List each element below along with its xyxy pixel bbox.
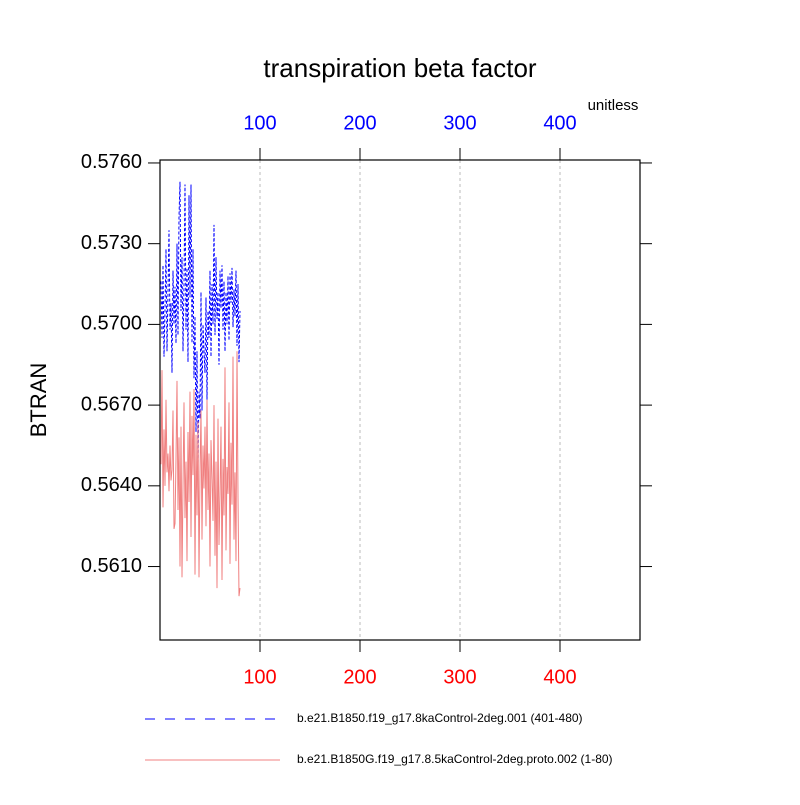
- legend-label: b.e21.B1850.f19_g17.8kaControl-2deg.001 …: [297, 711, 583, 725]
- y-tick-label: 0.5670: [81, 393, 142, 415]
- series-line: [160, 181, 241, 465]
- legend-label: b.e21.B1850G.f19_g17.8.5kaControl-2deg.p…: [297, 752, 613, 766]
- y-tick-label: 0.5760: [81, 151, 142, 173]
- x2-tick-label: 200: [343, 112, 376, 134]
- x2-tick-label: 100: [243, 112, 276, 134]
- x2-tick-label: 300: [443, 112, 476, 134]
- y-tick-label: 0.5700: [81, 313, 142, 335]
- y-tick-label: 0.5640: [81, 474, 142, 496]
- x2-tick-label: 400: [543, 112, 576, 134]
- plot-frame: [159, 159, 641, 641]
- annotation: unitless: [588, 97, 639, 114]
- series-line: [160, 351, 241, 597]
- x-tick-label: 200: [343, 666, 376, 688]
- y-tick-label: 0.5730: [81, 232, 142, 254]
- y-axis-label: BTRAN: [26, 363, 51, 438]
- x-tick-label: 300: [443, 666, 476, 688]
- x-tick-label: 400: [543, 666, 576, 688]
- x-tick-label: 100: [243, 666, 276, 688]
- chart-title: transpiration beta factor: [263, 53, 536, 83]
- y-tick-label: 0.5610: [81, 555, 142, 577]
